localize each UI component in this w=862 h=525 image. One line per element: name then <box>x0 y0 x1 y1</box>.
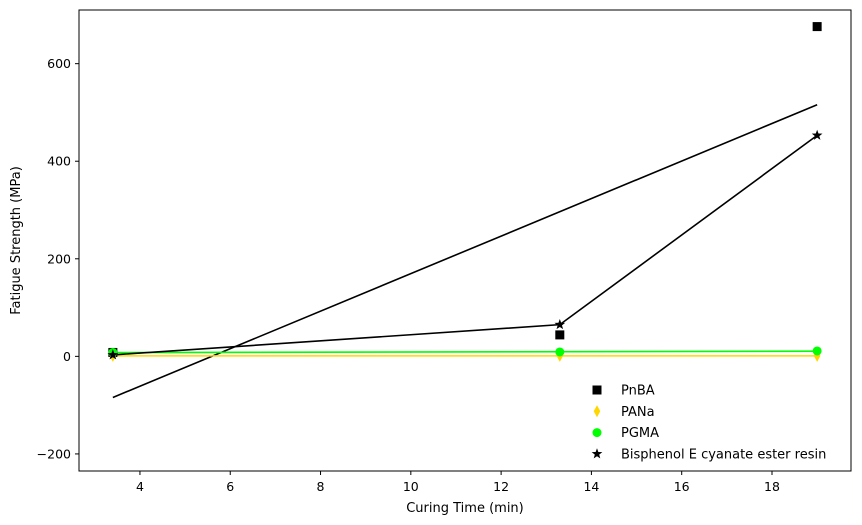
y-tick-label: 200 <box>47 251 71 266</box>
fit-lines <box>112 104 818 399</box>
point-bisphenol-e-cyanate-ester-resin <box>811 129 823 140</box>
point-pgma <box>555 347 565 357</box>
line-bisphenol-e-cyanate-ester-resin <box>112 134 818 356</box>
legend-marker-bisphenol-e-cyanate-ester-resin <box>591 448 603 459</box>
x-tick-label: 6 <box>226 479 234 494</box>
plot-area <box>78 9 852 472</box>
x-tick-label: 14 <box>583 479 599 494</box>
legend-label-pana: PANa <box>621 405 655 420</box>
legend-label-bisphenol-e-cyanate-ester-resin: Bisphenol E cyanate ester resin <box>621 447 826 462</box>
x-tick-label: 16 <box>674 479 690 494</box>
x-tick-label: 18 <box>764 479 780 494</box>
data-markers <box>107 22 823 362</box>
fit-line-pnba <box>112 104 818 399</box>
connector-lines <box>112 134 818 356</box>
y-axis-ticks: −200 0 200 400 600 <box>37 56 79 461</box>
y-axis-label: Fatigue Strength (MPa) <box>9 166 24 315</box>
y-tick-label: 600 <box>47 56 71 71</box>
x-axis-label: Curing Time (min) <box>406 501 524 516</box>
legend-marker-pana <box>593 405 601 418</box>
legend-label-pgma: PGMA <box>621 426 659 441</box>
legend: PnBA PANa PGMA Bisphenol E cyanate ester re… <box>591 384 826 462</box>
fit-line-pgma <box>112 350 818 354</box>
legend-marker-pnba <box>592 385 602 395</box>
y-tick-label: −200 <box>37 446 71 461</box>
point-pnba <box>812 22 822 32</box>
x-tick-label: 10 <box>403 479 419 494</box>
y-tick-label: 0 <box>63 349 71 364</box>
point-pgma <box>812 346 822 356</box>
x-axis-ticks: 4 6 8 10 12 14 16 18 <box>136 471 780 494</box>
point-pnba <box>555 330 565 340</box>
x-tick-label: 8 <box>317 479 325 494</box>
x-tick-label: 12 <box>493 479 509 494</box>
y-tick-label: 400 <box>47 154 71 169</box>
point-bisphenol-e-cyanate-ester-resin <box>554 319 566 330</box>
x-tick-label: 4 <box>136 479 144 494</box>
legend-marker-pgma <box>592 428 602 438</box>
point-bisphenol-e-cyanate-ester-resin <box>107 349 119 360</box>
legend-label-pnba: PnBA <box>621 384 655 399</box>
